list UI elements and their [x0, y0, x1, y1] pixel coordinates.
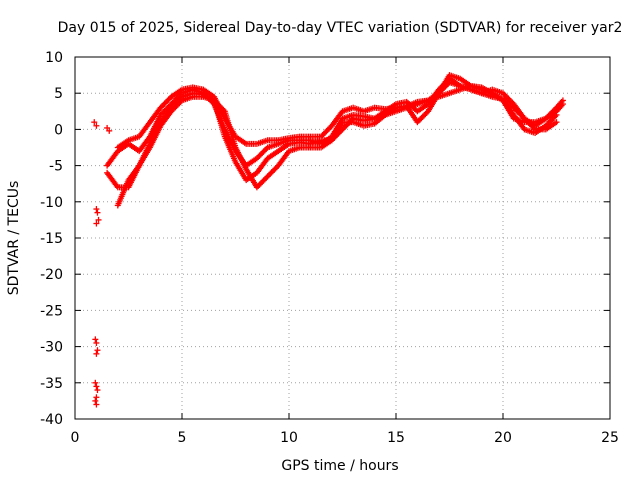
- y-tick-label: 5: [54, 86, 63, 102]
- chart-title: Day 015 of 2025, Sidereal Day-to-day VTE…: [58, 20, 623, 36]
- y-tick-label: -40: [40, 412, 63, 428]
- y-tick-label: -5: [49, 159, 63, 175]
- data-point: [94, 209, 101, 216]
- data-point: [93, 339, 100, 346]
- data-points: [91, 72, 566, 408]
- data-point: [92, 397, 99, 404]
- data-point: [93, 350, 100, 357]
- data-point: [94, 387, 101, 394]
- data-point: [93, 206, 100, 213]
- data-point: [93, 394, 100, 401]
- x-tick-label: 15: [387, 430, 405, 446]
- tick-labels: 0 5 10 15 20 25 10 5 0 -5 -10 -15 -20 -25 -30 -35 -40: [40, 50, 619, 446]
- data-point: [106, 127, 113, 134]
- x-tick-label: 25: [601, 430, 619, 446]
- x-tick-label: 0: [71, 430, 80, 446]
- y-tick-label: -30: [40, 340, 63, 356]
- data-point: [93, 122, 100, 129]
- y-tick-label: -20: [40, 267, 63, 283]
- x-tick-label: 5: [178, 430, 187, 446]
- axis-ticks: [74, 56, 611, 420]
- data-point: [553, 119, 560, 126]
- y-tick-label: 0: [54, 122, 63, 138]
- grid: [75, 57, 610, 419]
- data-point: [553, 111, 560, 118]
- data-point: [92, 379, 99, 386]
- data-point: [94, 347, 101, 354]
- data-point: [93, 383, 100, 390]
- data-point: [92, 336, 99, 343]
- data-point: [95, 216, 102, 223]
- y-tick-label: -35: [40, 376, 63, 392]
- y-tick-label: -25: [40, 303, 63, 319]
- y-axis-title: SDTVAR / TECUs: [6, 181, 22, 296]
- y-tick-label: -10: [40, 195, 63, 211]
- data-point: [91, 119, 98, 126]
- y-tick-label: -15: [40, 231, 63, 247]
- data-point: [559, 97, 566, 104]
- y-tick-label: 10: [45, 50, 63, 66]
- x-axis-title: GPS time / hours: [281, 458, 398, 474]
- data-point: [93, 220, 100, 227]
- x-tick-label: 20: [494, 430, 512, 446]
- x-tick-label: 10: [280, 430, 298, 446]
- data-point: [93, 401, 100, 408]
